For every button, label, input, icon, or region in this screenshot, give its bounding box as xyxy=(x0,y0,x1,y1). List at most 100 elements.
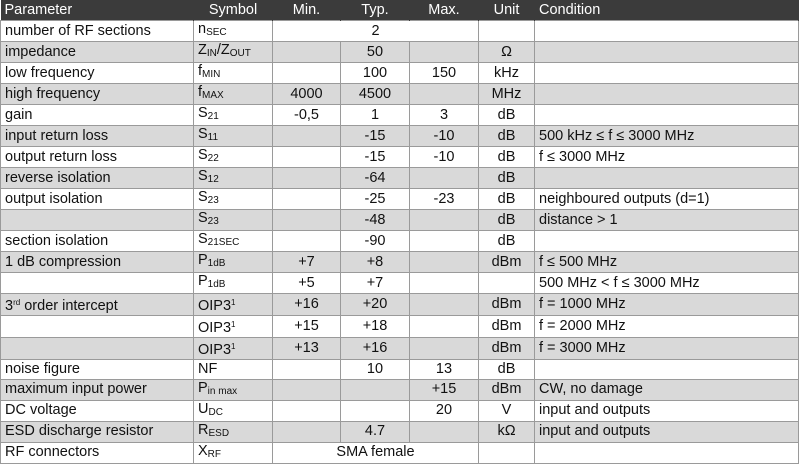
typ-cell: +8 xyxy=(340,251,410,273)
max-cell xyxy=(409,420,479,443)
parameter-cell: 1 dB compression xyxy=(0,251,194,273)
unit-cell: dB xyxy=(478,188,535,210)
symbol-text: 23 xyxy=(207,195,219,206)
unit-cell xyxy=(478,272,535,294)
condition-cell xyxy=(534,83,799,105)
unit-cell: dB xyxy=(478,230,535,252)
table-row: output return loss S22 -15 -10 dB f ≤ 3000 MH… xyxy=(0,146,799,168)
unit-cell: dB xyxy=(478,209,535,231)
parameter-text: ESD discharge resistor xyxy=(5,423,154,439)
table-row: maximum input power Pin max +15 dBm CW, no d… xyxy=(0,378,799,401)
max-cell: +15 xyxy=(409,378,479,401)
table-row: S23 -48 dB distance > 1 xyxy=(0,209,799,231)
typ-cell: 4500 xyxy=(340,83,410,105)
max-cell xyxy=(409,315,479,338)
min-cell xyxy=(272,209,341,231)
condition-cell: input and outputs xyxy=(534,420,799,443)
typ-cell: -64 xyxy=(340,167,410,189)
condition-cell: neighboured outputs (d=1) xyxy=(534,188,799,210)
parameter-cell: DC voltage xyxy=(0,399,194,422)
symbol-text: OIP3 xyxy=(198,298,232,314)
min-cell: -0,5 xyxy=(272,104,341,126)
symbol-cell: S12 xyxy=(193,167,273,189)
unit-cell: dBm xyxy=(478,378,535,401)
table-row: 1 dB compression P1dB +7 +8 dBm f ≤ 500 MHz xyxy=(0,251,799,273)
parameter-text: section isolation xyxy=(5,232,109,249)
symbol-text: P xyxy=(198,252,208,268)
min-cell xyxy=(272,41,341,63)
parameter-cell: output return loss xyxy=(0,146,194,168)
parameter-cell: reverse isolation xyxy=(0,167,194,189)
parameter-cell: output isolation xyxy=(0,188,194,210)
max-cell xyxy=(409,41,479,63)
symbol-cell: S23 xyxy=(193,188,273,210)
unit-cell: V xyxy=(478,399,535,422)
table-row: section isolation S21SEC -90 dB xyxy=(0,230,799,252)
max-cell: 13 xyxy=(409,359,479,380)
table-row: number of RF sections nSEC 2 xyxy=(0,20,799,42)
typ-cell: -25 xyxy=(340,188,410,210)
symbol-text: in max xyxy=(207,385,238,397)
symbol-text: 1dB xyxy=(207,258,226,269)
min-cell: 4000 xyxy=(272,83,341,105)
symbol-cell: S23 xyxy=(193,209,273,231)
table-row: ESD discharge resistor RESD 4.7 kΩ input and… xyxy=(0,420,799,443)
unit-cell: dB xyxy=(478,167,535,189)
typ-cell: 10 xyxy=(340,359,410,380)
symbol-cell: ZIN/ZOUT xyxy=(193,41,273,63)
symbol-cell: S21SEC xyxy=(193,230,273,252)
typ-cell: +18 xyxy=(340,315,410,338)
symbol-text: 12 xyxy=(207,174,219,185)
symbol-cell: UDC xyxy=(193,399,273,422)
unit-cell: dB xyxy=(478,359,535,380)
max-cell: -10 xyxy=(409,146,479,168)
condition-cell: f = 1000 MHz xyxy=(534,293,799,316)
parameter-cell xyxy=(0,272,194,294)
unit-cell: dB xyxy=(478,146,535,168)
symbol-text: 22 xyxy=(207,153,219,164)
parameter-cell xyxy=(0,315,194,338)
parameter-text: gain xyxy=(5,106,33,123)
symbol-text: S xyxy=(198,189,208,205)
header-max: Max. xyxy=(409,0,479,21)
condition-cell xyxy=(534,441,799,464)
min-cell xyxy=(272,188,341,210)
max-cell xyxy=(409,167,479,189)
max-cell xyxy=(409,83,479,105)
parameter-text: low frequency xyxy=(5,64,95,81)
unit-cell: dB xyxy=(478,104,535,126)
symbol-text: ESD xyxy=(208,427,230,439)
unit-cell: MHz xyxy=(478,83,535,105)
typ-cell: 1 xyxy=(340,104,410,126)
condition-cell xyxy=(534,230,799,252)
min-cell: +16 xyxy=(272,293,341,316)
header-parameter: Parameter xyxy=(0,0,194,21)
value-merged-cell: SMA female xyxy=(272,441,479,464)
parameter-cell: RF connectors xyxy=(0,441,194,464)
table-row: 3rd order intercept OIP31 +16 +20 dBm f = 100… xyxy=(0,293,799,316)
min-cell xyxy=(272,230,341,252)
min-cell xyxy=(272,62,341,84)
symbol-text: S xyxy=(198,126,208,142)
symbol-text: X xyxy=(198,442,208,459)
symbol-text: 23 xyxy=(207,216,219,227)
parameter-cell: noise figure xyxy=(0,359,194,380)
parameter-text: RF connectors xyxy=(5,444,100,460)
symbol-text: U xyxy=(198,400,209,417)
symbol-cell: Pin max xyxy=(193,378,273,401)
table-row: input return loss S11 -15 -10 dB 500 kHz ≤ f … xyxy=(0,125,799,147)
parameter-cell: high frequency xyxy=(0,83,194,105)
table-row: noise figure NF 10 13 dB xyxy=(0,359,799,380)
value-merged-cell: 2 xyxy=(272,20,479,42)
typ-cell: +7 xyxy=(340,272,410,294)
symbol-text: 21SEC xyxy=(207,237,240,248)
min-cell: +13 xyxy=(272,337,341,360)
max-cell xyxy=(409,293,479,316)
unit-cell: kΩ xyxy=(478,420,535,443)
parameter-text: maximum input power xyxy=(5,381,147,397)
parameter-text: order intercept xyxy=(20,298,118,314)
symbol-text: 11 xyxy=(207,132,219,143)
symbol-text: OIP3 xyxy=(198,320,232,336)
header-row: Parameter Symbol Min. Typ. Max. Unit Con… xyxy=(0,0,799,21)
